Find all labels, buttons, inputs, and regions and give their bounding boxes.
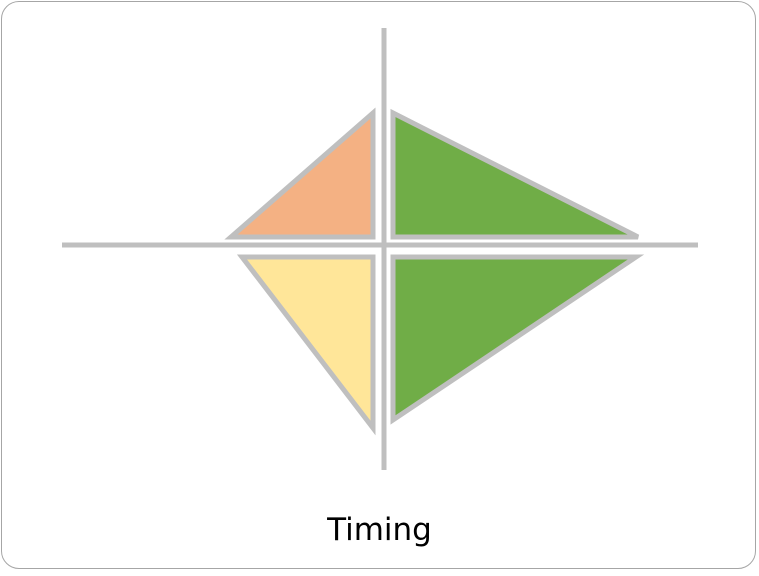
diagram-caption: Timing	[327, 512, 432, 548]
triangle-top-right	[390, 108, 640, 240]
triangle-top-left	[224, 107, 376, 240]
triangle-bottom-right	[390, 254, 645, 425]
triangle-bottom-left	[236, 254, 376, 436]
